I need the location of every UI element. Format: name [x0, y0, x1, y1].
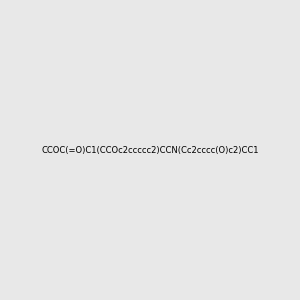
Text: CCOC(=O)C1(CCOc2ccccc2)CCN(Cc2cccc(O)c2)CC1: CCOC(=O)C1(CCOc2ccccc2)CCN(Cc2cccc(O)c2)…	[41, 146, 259, 154]
